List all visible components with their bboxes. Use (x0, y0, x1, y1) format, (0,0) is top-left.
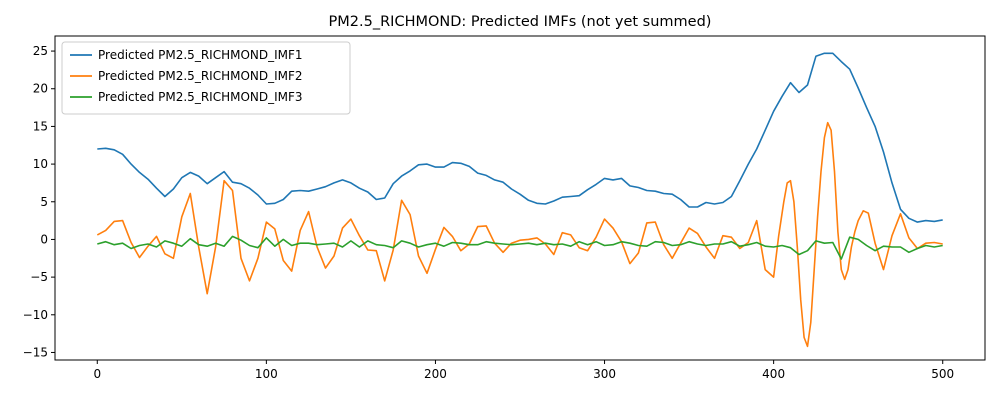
y-tick-label: −5 (30, 270, 48, 284)
legend-label: Predicted PM2.5_RICHMOND_IMF2 (98, 69, 303, 83)
x-tick-label: 100 (255, 367, 278, 381)
x-tick-label: 500 (931, 367, 954, 381)
y-tick-label: 25 (33, 44, 48, 58)
series-line-imf2 (96, 121, 943, 348)
x-tick-label: 200 (424, 367, 447, 381)
legend: Predicted PM2.5_RICHMOND_IMF1 Predicted P… (61, 41, 351, 115)
series-layer (96, 52, 943, 348)
x-tick-label: 0 (93, 367, 101, 381)
x-tick-label: 300 (593, 367, 616, 381)
legend-box (61, 41, 351, 115)
plot-frame (54, 35, 986, 361)
legend-label: Predicted PM2.5_RICHMOND_IMF3 (98, 90, 303, 104)
y-tick-label: 5 (40, 195, 48, 209)
y-tick-label: 20 (33, 82, 48, 96)
y-tick-label: 0 (40, 232, 48, 246)
series-line-imf1 (97, 52, 943, 223)
y-tick-label: −15 (23, 345, 48, 359)
y-tick-label: 10 (33, 157, 48, 171)
chart-title: PM2.5_RICHMOND: Predicted IMFs (not yet … (329, 14, 712, 30)
series-line-imf3 (97, 235, 943, 260)
axes-layer: 0 100 200 300 400 500 −15 −10 −5 0 5 10 15 20 25 (23, 35, 986, 381)
x-tick-label: 400 (762, 367, 785, 381)
y-tick-label: −10 (23, 308, 48, 322)
y-tick-label: 15 (33, 119, 48, 133)
legend-label: Predicted PM2.5_RICHMOND_IMF1 (98, 48, 303, 62)
